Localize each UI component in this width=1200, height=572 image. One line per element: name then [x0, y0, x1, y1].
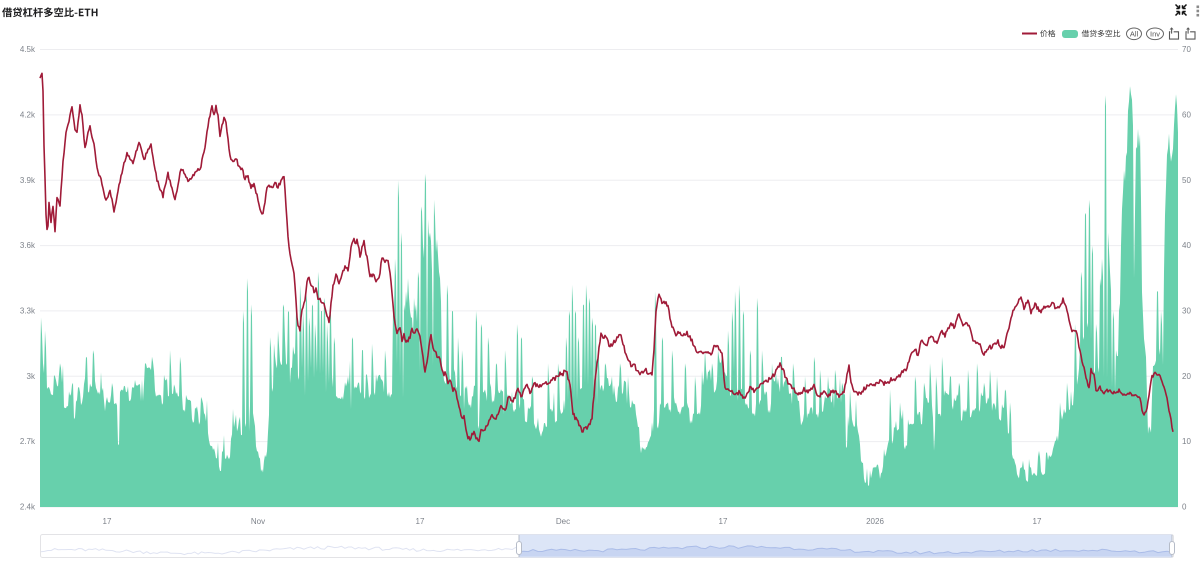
svg-text:17: 17 [416, 517, 425, 526]
svg-text:20: 20 [1182, 372, 1191, 381]
svg-text:Nov: Nov [251, 517, 265, 526]
svg-text:4.5k: 4.5k [20, 45, 36, 54]
svg-text:10: 10 [1182, 437, 1191, 446]
svg-text:4.2k: 4.2k [20, 111, 36, 120]
svg-text:30: 30 [1182, 307, 1191, 316]
svg-text:2.4k: 2.4k [20, 503, 36, 512]
svg-text:3.3k: 3.3k [20, 307, 36, 316]
svg-text:2026: 2026 [866, 517, 884, 526]
svg-text:3.6k: 3.6k [20, 241, 36, 250]
svg-text:2.7k: 2.7k [20, 437, 36, 446]
svg-text:17: 17 [103, 517, 112, 526]
svg-text:Dec: Dec [556, 517, 570, 526]
svg-text:17: 17 [719, 517, 728, 526]
svg-text:3k: 3k [27, 372, 36, 381]
svg-text:0: 0 [1182, 503, 1187, 512]
svg-text:All: All [1130, 29, 1139, 38]
svg-text:60: 60 [1182, 111, 1191, 120]
svg-text:70: 70 [1182, 45, 1191, 54]
svg-text:17: 17 [1033, 517, 1042, 526]
svg-text:Inv: Inv [1150, 29, 1160, 38]
svg-text:3.9k: 3.9k [20, 176, 36, 185]
svg-text:40: 40 [1182, 241, 1191, 250]
svg-text:50: 50 [1182, 176, 1191, 185]
